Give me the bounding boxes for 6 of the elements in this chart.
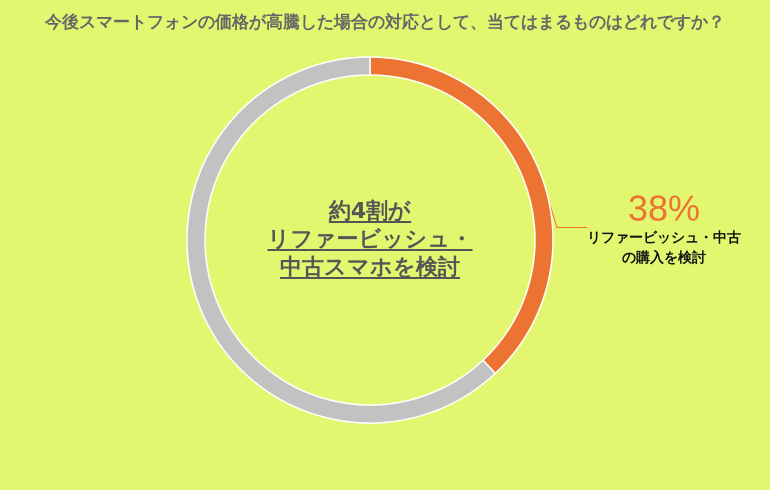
data-label: 38% xyxy=(628,188,700,228)
chart-title: 今後スマートフォンの価格が高騰した場合の対応として、当てはまるものはどれですか？ xyxy=(44,12,725,32)
text: リファービッシュ・ xyxy=(268,227,472,252)
text: 約4割が xyxy=(328,199,412,224)
slice-label: リファービッシュ・中古の購入を検討 xyxy=(587,230,741,266)
text: 中古スマホを検討 xyxy=(280,255,460,280)
